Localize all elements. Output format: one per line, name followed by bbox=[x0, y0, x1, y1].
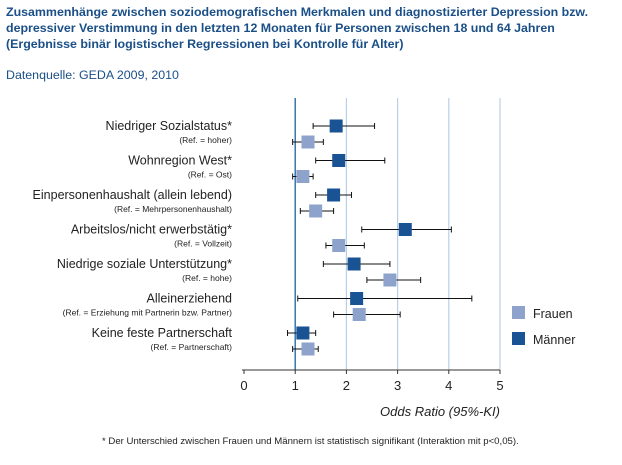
category-label: Wohnregion West* bbox=[128, 154, 232, 168]
x-tick-label: 4 bbox=[445, 378, 452, 393]
legend-label: Frauen bbox=[533, 307, 573, 321]
category-ref-label: (Ref. = Partnerschaft) bbox=[151, 342, 233, 352]
x-axis-label: Odds Ratio (95%-KI) bbox=[380, 404, 500, 419]
x-tick-label: 3 bbox=[394, 378, 401, 393]
point-maenner bbox=[347, 257, 361, 271]
point-maenner bbox=[296, 326, 310, 340]
point-frauen bbox=[296, 170, 310, 183]
legend-label: Männer bbox=[533, 333, 575, 347]
point-frauen bbox=[352, 308, 366, 321]
point-maenner bbox=[332, 154, 346, 167]
chart-source: Datenquelle: GEDA 2009, 2010 bbox=[6, 68, 179, 82]
category-label: Alleinerziehend bbox=[147, 292, 233, 306]
point-maenner bbox=[327, 188, 341, 202]
legend-swatch bbox=[512, 306, 525, 319]
point-frauen bbox=[332, 239, 346, 252]
point-maenner bbox=[398, 223, 412, 236]
point-frauen bbox=[309, 204, 323, 218]
footnote: * Der Unterschied zwischen Frauen und Mä… bbox=[102, 436, 519, 447]
category-ref-label: (Ref. = Ost) bbox=[188, 170, 232, 180]
x-tick-label: 5 bbox=[496, 378, 503, 393]
category-ref-label: (Ref. = Erziehung mit Partnerin bzw. Par… bbox=[63, 308, 233, 318]
point-maenner bbox=[350, 292, 364, 305]
point-frauen bbox=[301, 135, 315, 149]
category-label: Einpersonenhaushalt (allein lebend) bbox=[33, 188, 232, 202]
chart-title-line: Zusammenhänge zwischen soziodemografisch… bbox=[6, 5, 589, 19]
category-label: Keine feste Partnerschaft bbox=[92, 326, 233, 340]
point-frauen bbox=[301, 342, 315, 356]
chart-title-line: (Ergebnisse binär logistischer Regressio… bbox=[6, 37, 404, 51]
legend-swatch bbox=[512, 332, 525, 345]
x-tick-label: 2 bbox=[343, 378, 350, 393]
category-label: Niedriger Sozialstatus* bbox=[106, 119, 233, 133]
x-tick-label: 0 bbox=[240, 378, 247, 393]
category-ref-label: (Ref. = hohe) bbox=[182, 273, 232, 283]
category-label: Niedrige soziale Unterstützung* bbox=[57, 257, 232, 271]
category-label: Arbeitslos/nicht erwerbstätig* bbox=[71, 223, 232, 237]
point-frauen bbox=[383, 273, 397, 287]
chart-title-line: depressiver Verstimmung in den letzten 1… bbox=[6, 21, 555, 35]
category-ref-label: (Ref. = Mehrpersonenhaushalt) bbox=[114, 204, 232, 214]
point-maenner bbox=[329, 119, 343, 133]
chart-title: Zusammenhänge zwischen soziodemografisch… bbox=[6, 4, 618, 52]
category-ref-label: (Ref. = hoher) bbox=[179, 135, 232, 145]
category-ref-label: (Ref. = Vollzeit) bbox=[174, 239, 232, 249]
x-tick-label: 1 bbox=[292, 378, 299, 393]
